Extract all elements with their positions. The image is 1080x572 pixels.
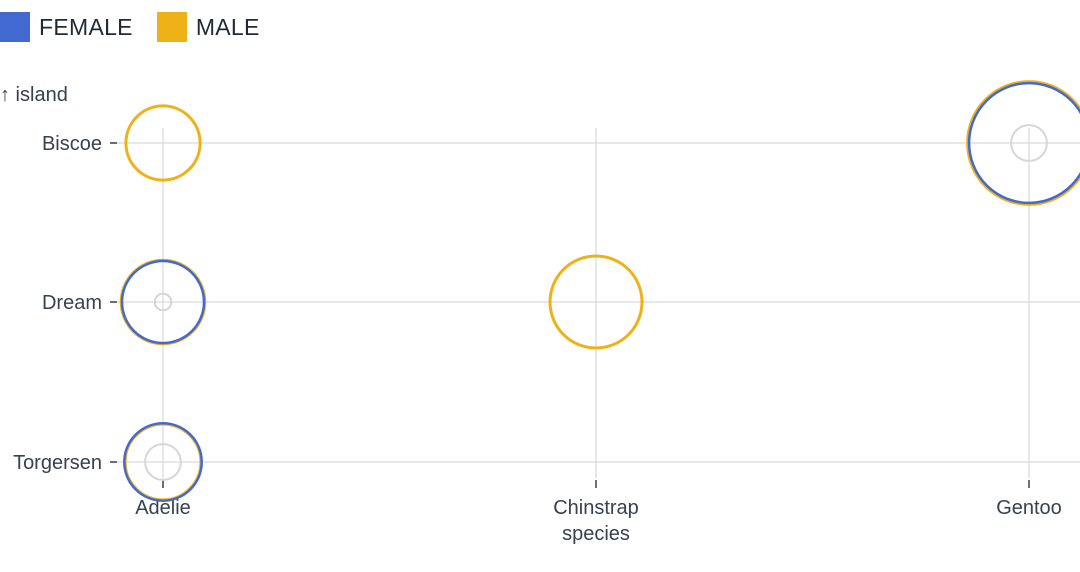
legend-swatch-male <box>156 12 187 42</box>
legend-item-male[interactable]: MALE <box>156 12 260 42</box>
legend-label-male: MALE <box>195 13 260 40</box>
bubble-other-gentoo-biscoe[interactable] <box>1010 124 1048 162</box>
y-tick-label-torgersen: Torgersen <box>13 452 102 474</box>
y-tick-label-dream: Dream <box>42 292 102 314</box>
x-tick-label-gentoo: Gentoo <box>996 497 1062 519</box>
x-axis: species Adelie Chinstrap Gentoo <box>135 480 1062 545</box>
bubbles <box>119 80 1080 502</box>
x-tick-label-chinstrap: Chinstrap <box>553 497 639 519</box>
y-axis: ↑ island Torgersen Dream Biscoe <box>0 84 117 474</box>
legend: FEMALE MALE <box>0 12 284 42</box>
grid <box>110 128 1080 478</box>
y-tick-label-biscoe: Biscoe <box>42 133 102 155</box>
x-axis-label: species <box>562 523 630 545</box>
x-tick-label-adelie: Adelie <box>135 497 191 519</box>
legend-swatch-female <box>0 12 30 42</box>
bubble-other-adelie-torgersen[interactable] <box>144 443 182 481</box>
bubble-female-adelie-dream[interactable] <box>120 259 206 345</box>
bubble-female-adelie-torgersen[interactable] <box>123 422 203 502</box>
bubble-other-adelie-dream[interactable] <box>153 292 173 312</box>
bubble-male-gentoo-biscoe[interactable] <box>966 80 1080 206</box>
legend-item-female[interactable]: FEMALE <box>0 12 133 42</box>
legend-label-female: FEMALE <box>39 13 133 40</box>
bubble-male-chinstrap-dream[interactable] <box>548 254 644 350</box>
bubble-female-gentoo-biscoe[interactable] <box>967 81 1080 205</box>
bubble-male-adelie-biscoe[interactable] <box>124 104 202 182</box>
y-axis-label: ↑ island <box>0 84 68 106</box>
